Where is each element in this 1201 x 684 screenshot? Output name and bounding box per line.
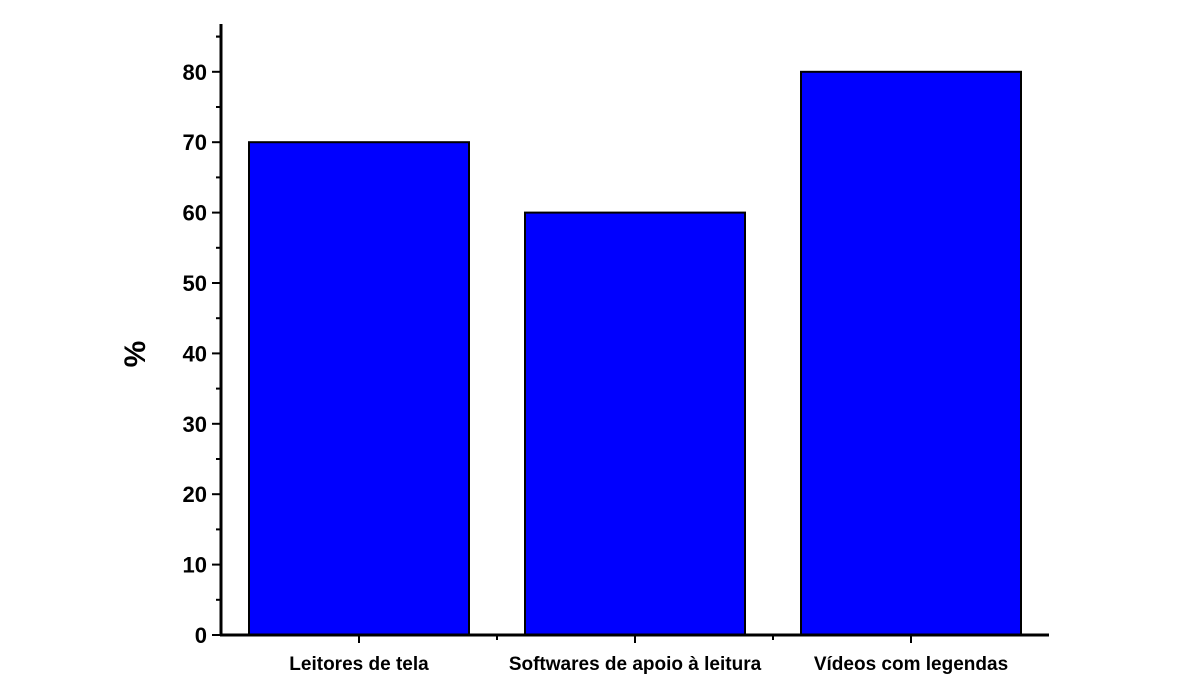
- y-tick-label: 20: [183, 482, 207, 507]
- x-ticks-group: Leitores de tela Softwares de apoio à lei…: [289, 635, 1008, 675]
- y-tick-label: 60: [183, 201, 207, 226]
- y-ticks-group: 0 10 20 30 40 50 60 70 80: [183, 35, 221, 648]
- y-tick-label: 70: [183, 130, 207, 155]
- bars-group: [248, 70, 1022, 637]
- y-axis-title: %: [119, 341, 152, 368]
- y-tick-label: 0: [195, 623, 207, 648]
- y-tick-label: 40: [183, 341, 207, 366]
- y-tick-label: 80: [183, 60, 207, 85]
- x-tick-label-1: Softwares de apoio à leitura: [509, 654, 762, 675]
- bar-2: [800, 70, 1022, 637]
- x-tick-label-0: Leitores de tela: [289, 654, 429, 675]
- y-tick-label: 50: [183, 271, 207, 296]
- bar-0: [248, 141, 470, 636]
- y-tick-label: 10: [183, 553, 207, 578]
- bar-1: [524, 211, 746, 636]
- x-tick-label-2: Vídeos com legendas: [814, 654, 1008, 675]
- y-tick-label: 30: [183, 412, 207, 437]
